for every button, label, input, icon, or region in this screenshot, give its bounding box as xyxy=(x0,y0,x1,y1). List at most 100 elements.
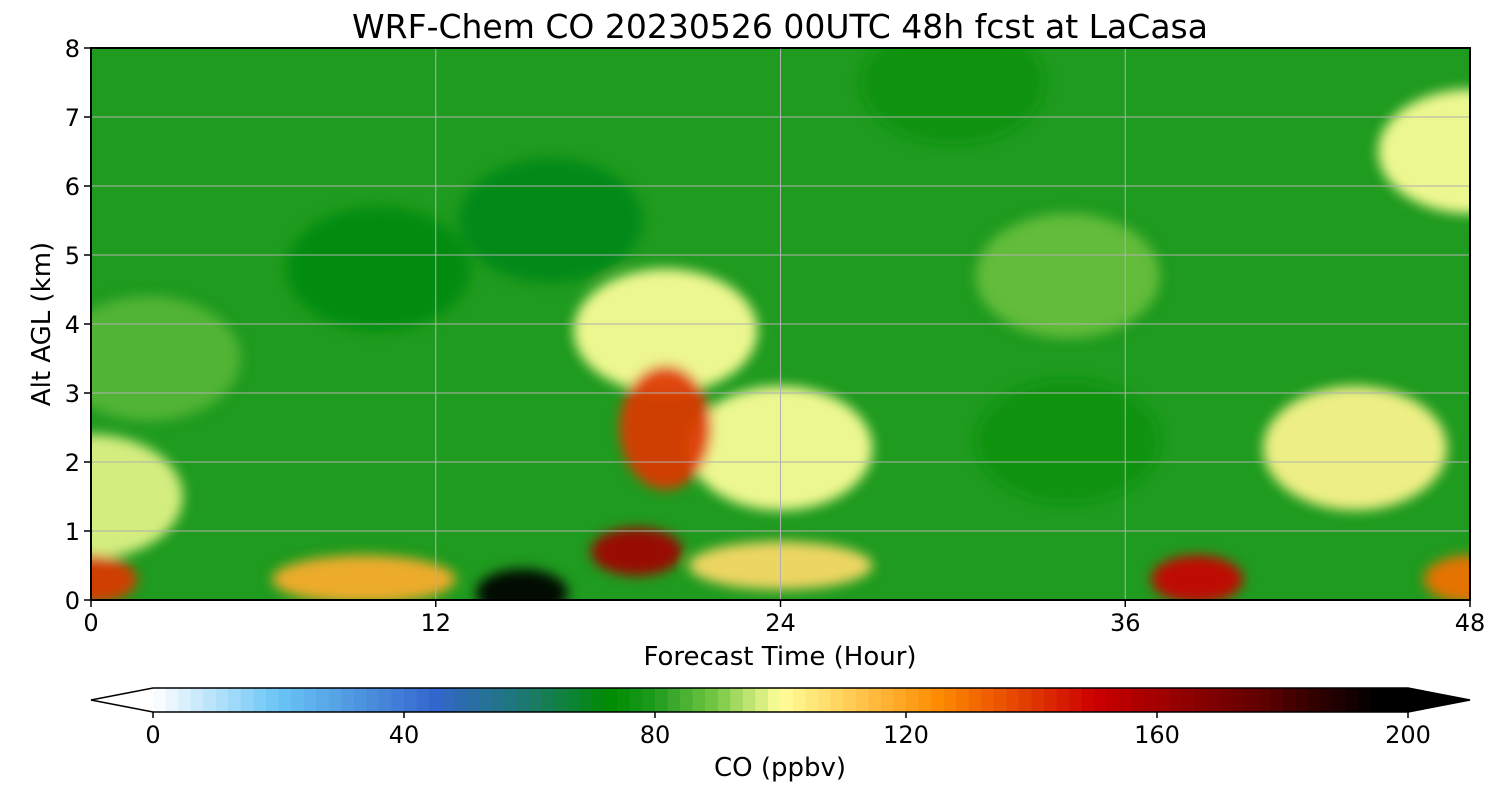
colorbar-segment xyxy=(604,688,618,712)
colorbar-segment xyxy=(253,688,267,712)
colorbar-segment xyxy=(203,688,217,712)
colorbar-segment xyxy=(1244,688,1258,712)
colorbar-segment xyxy=(692,688,706,712)
colorbar-segment xyxy=(981,688,995,712)
colorbar-segment xyxy=(291,688,305,712)
colorbar-segment xyxy=(818,688,832,712)
y-axis-label: Alt AGL (km) xyxy=(27,242,57,406)
y-tick-label: 0 xyxy=(65,587,80,615)
colorbar-segment xyxy=(316,688,330,712)
colorbar-segment xyxy=(479,688,493,712)
colorbar-segment xyxy=(880,688,895,712)
co-feature xyxy=(1151,555,1244,600)
colorbar-segment xyxy=(1370,688,1384,712)
colorbar-segment xyxy=(1056,688,1070,712)
colorbar-segment xyxy=(1031,688,1045,712)
colorbar-segment xyxy=(855,688,869,712)
co-contour-field xyxy=(91,48,1470,600)
co-feature xyxy=(975,379,1160,504)
colorbar-segment xyxy=(1395,688,1409,712)
x-tick-label: 0 xyxy=(83,609,98,637)
colorbar-segment xyxy=(1169,688,1183,712)
y-tick-label: 2 xyxy=(65,449,80,477)
co-feature xyxy=(91,296,241,421)
colorbar-tick-label: 160 xyxy=(1134,721,1180,749)
co-feature xyxy=(91,555,137,600)
colorbar-segment xyxy=(567,688,581,712)
co-feature xyxy=(272,555,456,600)
colorbar-under-triangle xyxy=(91,688,153,712)
y-axis-ticks: 0 1 2 3 4 5 6 7 8 xyxy=(65,35,91,615)
x-axis-ticks: 0 12 24 36 48 xyxy=(83,600,1485,637)
colorbar-segment xyxy=(1006,688,1020,712)
colorbar-segment xyxy=(328,688,342,712)
colorbar-segment xyxy=(1119,688,1133,712)
colorbar-segment xyxy=(466,688,480,712)
colorbar-segment xyxy=(240,688,254,712)
colorbar-segment xyxy=(516,688,531,712)
colorbar-segment xyxy=(956,688,970,712)
colorbar-segment xyxy=(893,688,907,712)
colorbar-segment xyxy=(667,688,681,712)
y-tick-label: 4 xyxy=(65,311,80,339)
colorbar-segment xyxy=(1295,688,1309,712)
colorbar-segment xyxy=(906,688,920,712)
colorbar-segment xyxy=(680,688,694,712)
colorbar-segment xyxy=(429,688,443,712)
colorbar-segment xyxy=(717,688,731,712)
x-tick-label: 36 xyxy=(1110,609,1141,637)
co-feature xyxy=(458,158,643,283)
colorbar-segment xyxy=(755,688,769,712)
colorbar-segment xyxy=(1207,688,1221,712)
colorbar-segment xyxy=(843,688,857,712)
colorbar-segment xyxy=(341,688,355,712)
colorbar-segment xyxy=(805,688,819,712)
y-tick-label: 3 xyxy=(65,380,80,408)
y-tick-label: 1 xyxy=(65,518,80,546)
colorbar-tick-label: 0 xyxy=(145,721,160,749)
colorbar-segment xyxy=(378,688,393,712)
co-feature xyxy=(1263,386,1448,511)
colorbar-label: CO (ppbv) xyxy=(714,753,846,783)
colorbar-segment xyxy=(830,688,844,712)
y-tick-label: 7 xyxy=(65,104,80,132)
colorbar-segment xyxy=(793,688,807,712)
colorbar-segment xyxy=(943,688,957,712)
colorbar-segment xyxy=(1382,688,1397,712)
colorbar-segment xyxy=(1182,688,1196,712)
chart-title: WRF-Chem CO 20230526 00UTC 48h fcst at L… xyxy=(352,7,1208,46)
colorbar-segment xyxy=(1282,688,1296,712)
co-feature xyxy=(975,213,1160,338)
colorbar-segment xyxy=(780,688,794,712)
colorbar-segment xyxy=(529,688,543,712)
colorbar-segment xyxy=(642,688,656,712)
co-feature xyxy=(475,568,568,600)
colorbar-tick-label: 40 xyxy=(389,721,420,749)
colorbar-segment xyxy=(617,688,631,712)
colorbar-segment xyxy=(629,688,644,712)
colorbar-tick-label: 200 xyxy=(1385,721,1431,749)
colorbar-segment xyxy=(278,688,292,712)
x-axis-label: Forecast Time (Hour) xyxy=(643,642,916,672)
co-feature xyxy=(573,268,758,393)
colorbar-segment xyxy=(1069,688,1083,712)
y-tick-label: 8 xyxy=(65,35,80,63)
colorbar-segment xyxy=(303,688,317,712)
colorbar-segment xyxy=(1232,688,1246,712)
co-feature xyxy=(1378,89,1470,214)
colorbar-segment xyxy=(1320,688,1334,712)
colorbar-segment xyxy=(542,688,556,712)
colorbar-segment xyxy=(416,688,430,712)
colorbar-segment xyxy=(767,688,782,712)
colorbar-segment xyxy=(491,688,505,712)
co-feature xyxy=(619,365,712,490)
colorbar-segment xyxy=(968,688,982,712)
y-tick-label: 6 xyxy=(65,173,80,201)
colorbar-tick-label: 80 xyxy=(640,721,671,749)
colorbar-segment xyxy=(1094,688,1108,712)
colorbar-segment xyxy=(441,688,455,712)
colorbar-segment xyxy=(868,688,882,712)
colorbar-tick-label: 120 xyxy=(883,721,929,749)
colorbar-segment xyxy=(993,688,1007,712)
colorbar-segment xyxy=(404,688,418,712)
